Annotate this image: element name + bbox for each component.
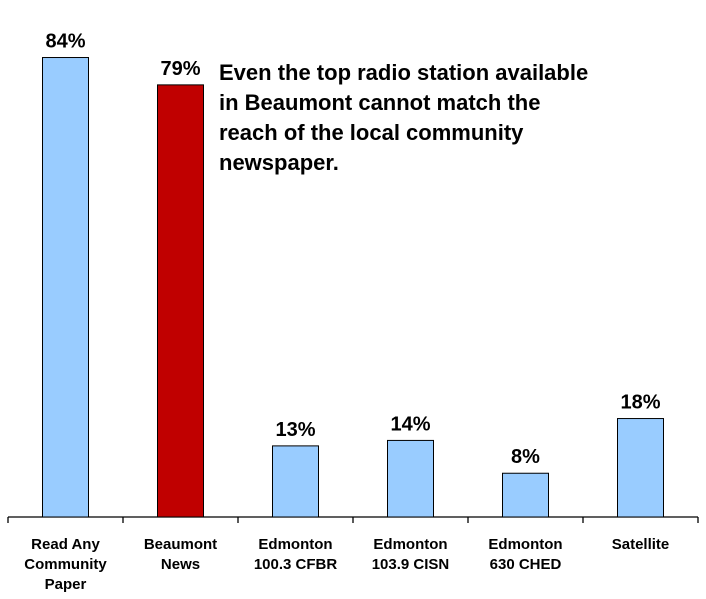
value-labels: 84% 79% 13% 14% 8% 18%: [45, 31, 660, 469]
bar-3: [272, 445, 319, 518]
x-axis-ticks: [7, 517, 699, 523]
category-label-4-line-2: 103.9 CISN: [372, 556, 450, 573]
bar-2: [157, 84, 204, 518]
value-label-3: 13%: [275, 419, 315, 441]
category-label-2-line-1: Beaumont: [144, 536, 217, 553]
category-label-3-line-2: 100.3 CFBR: [254, 556, 338, 573]
annotation-line-2: in Beaumont cannot match the: [219, 90, 541, 115]
value-label-4: 14%: [390, 413, 430, 435]
value-label-6: 18%: [620, 392, 660, 414]
category-label-1-line-1: Read Any: [31, 536, 100, 553]
chart-annotation: Even the top radio station available in …: [219, 58, 689, 178]
category-label-4-line-1: Edmonton: [373, 536, 447, 553]
value-label-2: 79%: [160, 58, 200, 80]
value-label-1: 84%: [45, 31, 85, 53]
category-label-1-line-2: Community: [24, 556, 107, 573]
annotation-line-1: Even the top radio station available: [219, 60, 589, 85]
category-label-5-line-2: 630 CHED: [490, 556, 562, 573]
category-label-6-line-1: Satellite: [612, 536, 670, 553]
bar-6: [617, 418, 664, 518]
annotation-line-4: newspaper.: [219, 150, 339, 175]
bar-5: [502, 472, 549, 518]
category-label-3-line-1: Edmonton: [258, 536, 332, 553]
annotation-line-3: reach of the local community: [219, 120, 524, 145]
bar-1: [42, 57, 89, 518]
category-label-2-line-2: News: [161, 556, 200, 573]
category-label-5-line-1: Edmonton: [488, 536, 562, 553]
category-labels: Read Any Community Paper Beaumont News Edmont…: [24, 536, 669, 593]
category-label-1-line-3: Paper: [45, 576, 87, 593]
bar-series: [42, 57, 664, 518]
bar-4: [387, 439, 434, 518]
value-label-5: 8%: [511, 446, 540, 468]
